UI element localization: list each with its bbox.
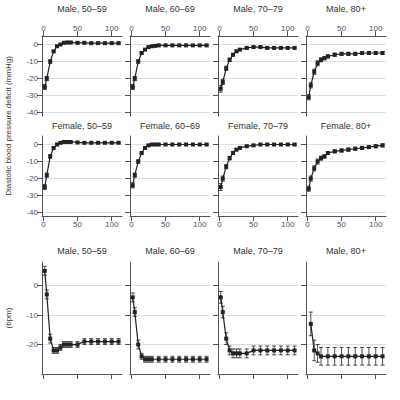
svg-text:-10: -10 [26,157,38,166]
svg-text:-20: -20 [26,174,38,183]
svg-text:50: 50 [337,220,346,229]
svg-text:Male, 80+: Male, 80+ [326,4,366,14]
svg-text:-10: -10 [26,311,38,320]
svg-text:Female, 50–59: Female, 50–59 [52,121,112,131]
svg-text:50: 50 [249,24,258,33]
svg-text:Female, 70–79: Female, 70–79 [228,121,288,131]
svg-text:50: 50 [161,24,170,33]
svg-text:0: 0 [34,140,39,149]
svg-text:-30: -30 [26,191,38,200]
svg-text:Female, 60–69: Female, 60–69 [140,121,200,131]
svg-text:100: 100 [193,24,207,33]
svg-text:0: 0 [41,24,46,33]
svg-text:0: 0 [34,281,39,290]
svg-text:0: 0 [41,220,46,229]
svg-text:-40: -40 [26,108,38,117]
svg-text:-20: -20 [26,74,38,83]
svg-text:-10: -10 [26,57,38,66]
svg-text:100: 100 [105,24,119,33]
svg-text:Male, 70–79: Male, 70–79 [233,246,283,256]
svg-text:Male, 60–69: Male, 60–69 [145,4,195,14]
svg-text:Female, 80+: Female, 80+ [321,121,371,131]
svg-text:50: 50 [249,220,258,229]
svg-text:Diastolic blood pressure defic: Diastolic blood pressure deficit (mmHg) [4,56,13,196]
svg-text:0: 0 [217,24,222,33]
svg-text:50: 50 [161,220,170,229]
svg-text:50: 50 [73,24,82,33]
svg-text:Male, 50–59: Male, 50–59 [57,246,107,256]
svg-text:100: 100 [105,220,119,229]
svg-text:(bpm): (bpm) [4,307,13,328]
svg-text:100: 100 [369,24,383,33]
svg-text:Male, 60–69: Male, 60–69 [145,246,195,256]
svg-text:0: 0 [305,24,310,33]
svg-text:0: 0 [217,220,222,229]
svg-text:100: 100 [281,220,295,229]
svg-text:50: 50 [337,24,346,33]
svg-text:100: 100 [369,220,383,229]
svg-text:50: 50 [73,220,82,229]
svg-text:100: 100 [193,220,207,229]
svg-text:100: 100 [281,24,295,33]
svg-text:0: 0 [34,40,39,49]
svg-text:0: 0 [305,220,310,229]
svg-text:-40: -40 [26,208,38,217]
svg-text:Male, 70–79: Male, 70–79 [233,4,283,14]
svg-text:Male, 80+: Male, 80+ [326,246,366,256]
svg-text:Male, 50–59: Male, 50–59 [57,4,107,14]
svg-text:0: 0 [129,220,134,229]
svg-text:-30: -30 [26,91,38,100]
svg-text:0: 0 [129,24,134,33]
svg-text:-20: -20 [26,340,38,349]
